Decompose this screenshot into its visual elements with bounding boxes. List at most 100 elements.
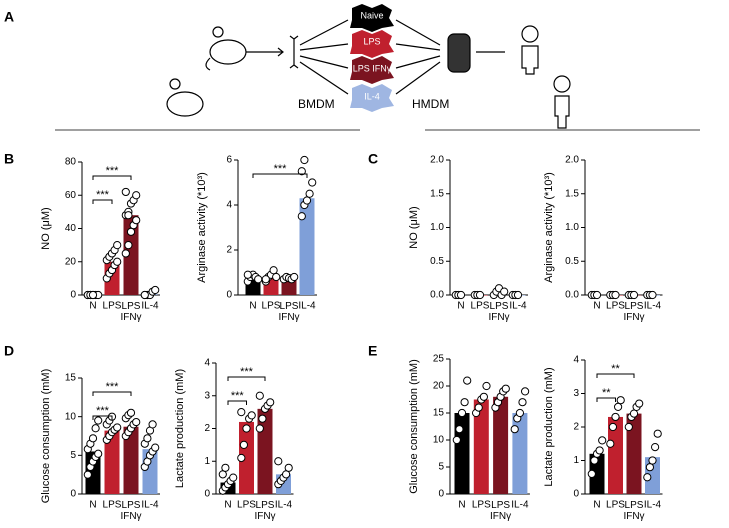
data-point — [624, 422, 633, 432]
data-point — [651, 443, 660, 452]
significance-label: *** — [274, 163, 288, 175]
x-tick-label: IL-4 — [509, 301, 527, 312]
y-tick-label: 4 — [204, 358, 210, 369]
y-tick-label: 0.5 — [565, 256, 579, 267]
data-point — [598, 436, 607, 445]
mouse-ear — [169, 78, 181, 90]
data-point — [305, 189, 314, 198]
y-tick-label: 2 — [226, 245, 232, 256]
arrow — [395, 61, 441, 95]
data-point — [113, 257, 122, 266]
data-point — [243, 270, 252, 279]
data-point — [290, 272, 299, 282]
significance-bracket — [92, 199, 113, 204]
data-point — [124, 211, 133, 220]
data-point — [258, 414, 267, 423]
y-axis-label: Arginase activity (*10³) — [543, 172, 555, 283]
data-point — [261, 275, 270, 284]
x-tick-label: N — [457, 301, 464, 312]
data-point — [88, 290, 98, 300]
data-point — [645, 463, 655, 472]
arrow — [299, 43, 349, 51]
data-point — [515, 408, 525, 418]
x-tick-label: LPS IFNγ — [490, 500, 511, 522]
data-point — [151, 443, 160, 452]
macrophage-label: LPS — [363, 36, 380, 46]
data-point — [229, 473, 238, 482]
bar — [626, 413, 642, 494]
y-tick-label: 5 — [70, 450, 76, 461]
y-tick-label: 25 — [433, 354, 445, 365]
y-tick-label: 1.5 — [430, 188, 444, 199]
data-point — [457, 408, 467, 418]
data-point — [113, 241, 122, 250]
macrophage — [350, 30, 394, 58]
significance-label: *** — [231, 390, 245, 402]
data-point — [126, 227, 136, 236]
bar — [454, 413, 470, 494]
data-point — [274, 457, 283, 466]
x-tick-label: N — [89, 500, 96, 511]
bar — [123, 426, 139, 494]
data-point — [614, 402, 623, 411]
data-point — [608, 422, 618, 432]
data-point — [266, 398, 275, 407]
data-point — [254, 275, 263, 284]
significance-bracket — [227, 400, 247, 405]
data-point — [148, 420, 157, 429]
data-point — [239, 440, 248, 449]
macrophages: Naive LPS LPS IFNγ IL-4 BMDM HMDM — [298, 4, 449, 112]
data-point — [242, 424, 251, 433]
y-tick-label: 2.0 — [430, 155, 444, 166]
significance-label: *** — [96, 189, 110, 201]
y-tick-label: 10 — [65, 411, 77, 422]
x-tick-label: LPS — [606, 301, 625, 312]
person — [521, 25, 539, 43]
data-point — [300, 155, 309, 165]
x-tick-label: IL-4 — [644, 500, 662, 511]
y-tick-label: 0 — [573, 489, 579, 500]
significance-bracket — [92, 175, 132, 180]
data-point — [121, 249, 130, 258]
significance-bracket — [92, 415, 113, 420]
data-point — [143, 434, 152, 443]
x-tick-label: N — [458, 500, 465, 511]
panel-label: E — [368, 343, 377, 359]
data-point — [132, 191, 141, 200]
data-point — [643, 473, 652, 482]
macrophage — [350, 84, 394, 112]
mouse-ear — [212, 26, 224, 38]
arrow — [299, 19, 349, 46]
y-tick-label: 1 — [573, 455, 579, 466]
y-tick-label: 0.0 — [430, 290, 444, 301]
significance-label: *** — [96, 405, 110, 417]
x-tick-label: IL-4 — [298, 301, 316, 312]
data-point — [513, 290, 523, 300]
data-point — [482, 381, 491, 391]
data-point — [284, 463, 293, 472]
y-axis-label: Glucose consumption (mM) — [408, 359, 420, 494]
data-point — [500, 287, 509, 296]
data-point — [269, 266, 278, 275]
x-tick-label: LPS — [103, 500, 122, 511]
data-point — [113, 423, 122, 432]
y-tick-label: 0 — [438, 489, 444, 500]
data-point — [308, 178, 317, 187]
y-tick-label: 1 — [204, 456, 210, 467]
hmdm-label: HMDM — [412, 97, 449, 111]
bmdm-label: BMDM — [298, 97, 335, 111]
mouse — [166, 91, 204, 117]
x-tick-label: IL-4 — [511, 500, 529, 511]
data-point — [595, 446, 604, 455]
y-tick-label: 1.0 — [430, 222, 444, 233]
significance-label: ** — [611, 363, 620, 375]
data-point — [121, 187, 130, 197]
x-tick-label: IL-4 — [141, 500, 159, 511]
x-tick-label: N — [593, 301, 600, 312]
data-point — [475, 290, 485, 300]
bar — [299, 198, 315, 295]
data-point — [611, 290, 620, 300]
y-tick-label: 80 — [65, 157, 77, 168]
bar — [512, 413, 528, 494]
y-tick-label: 10 — [433, 435, 445, 446]
